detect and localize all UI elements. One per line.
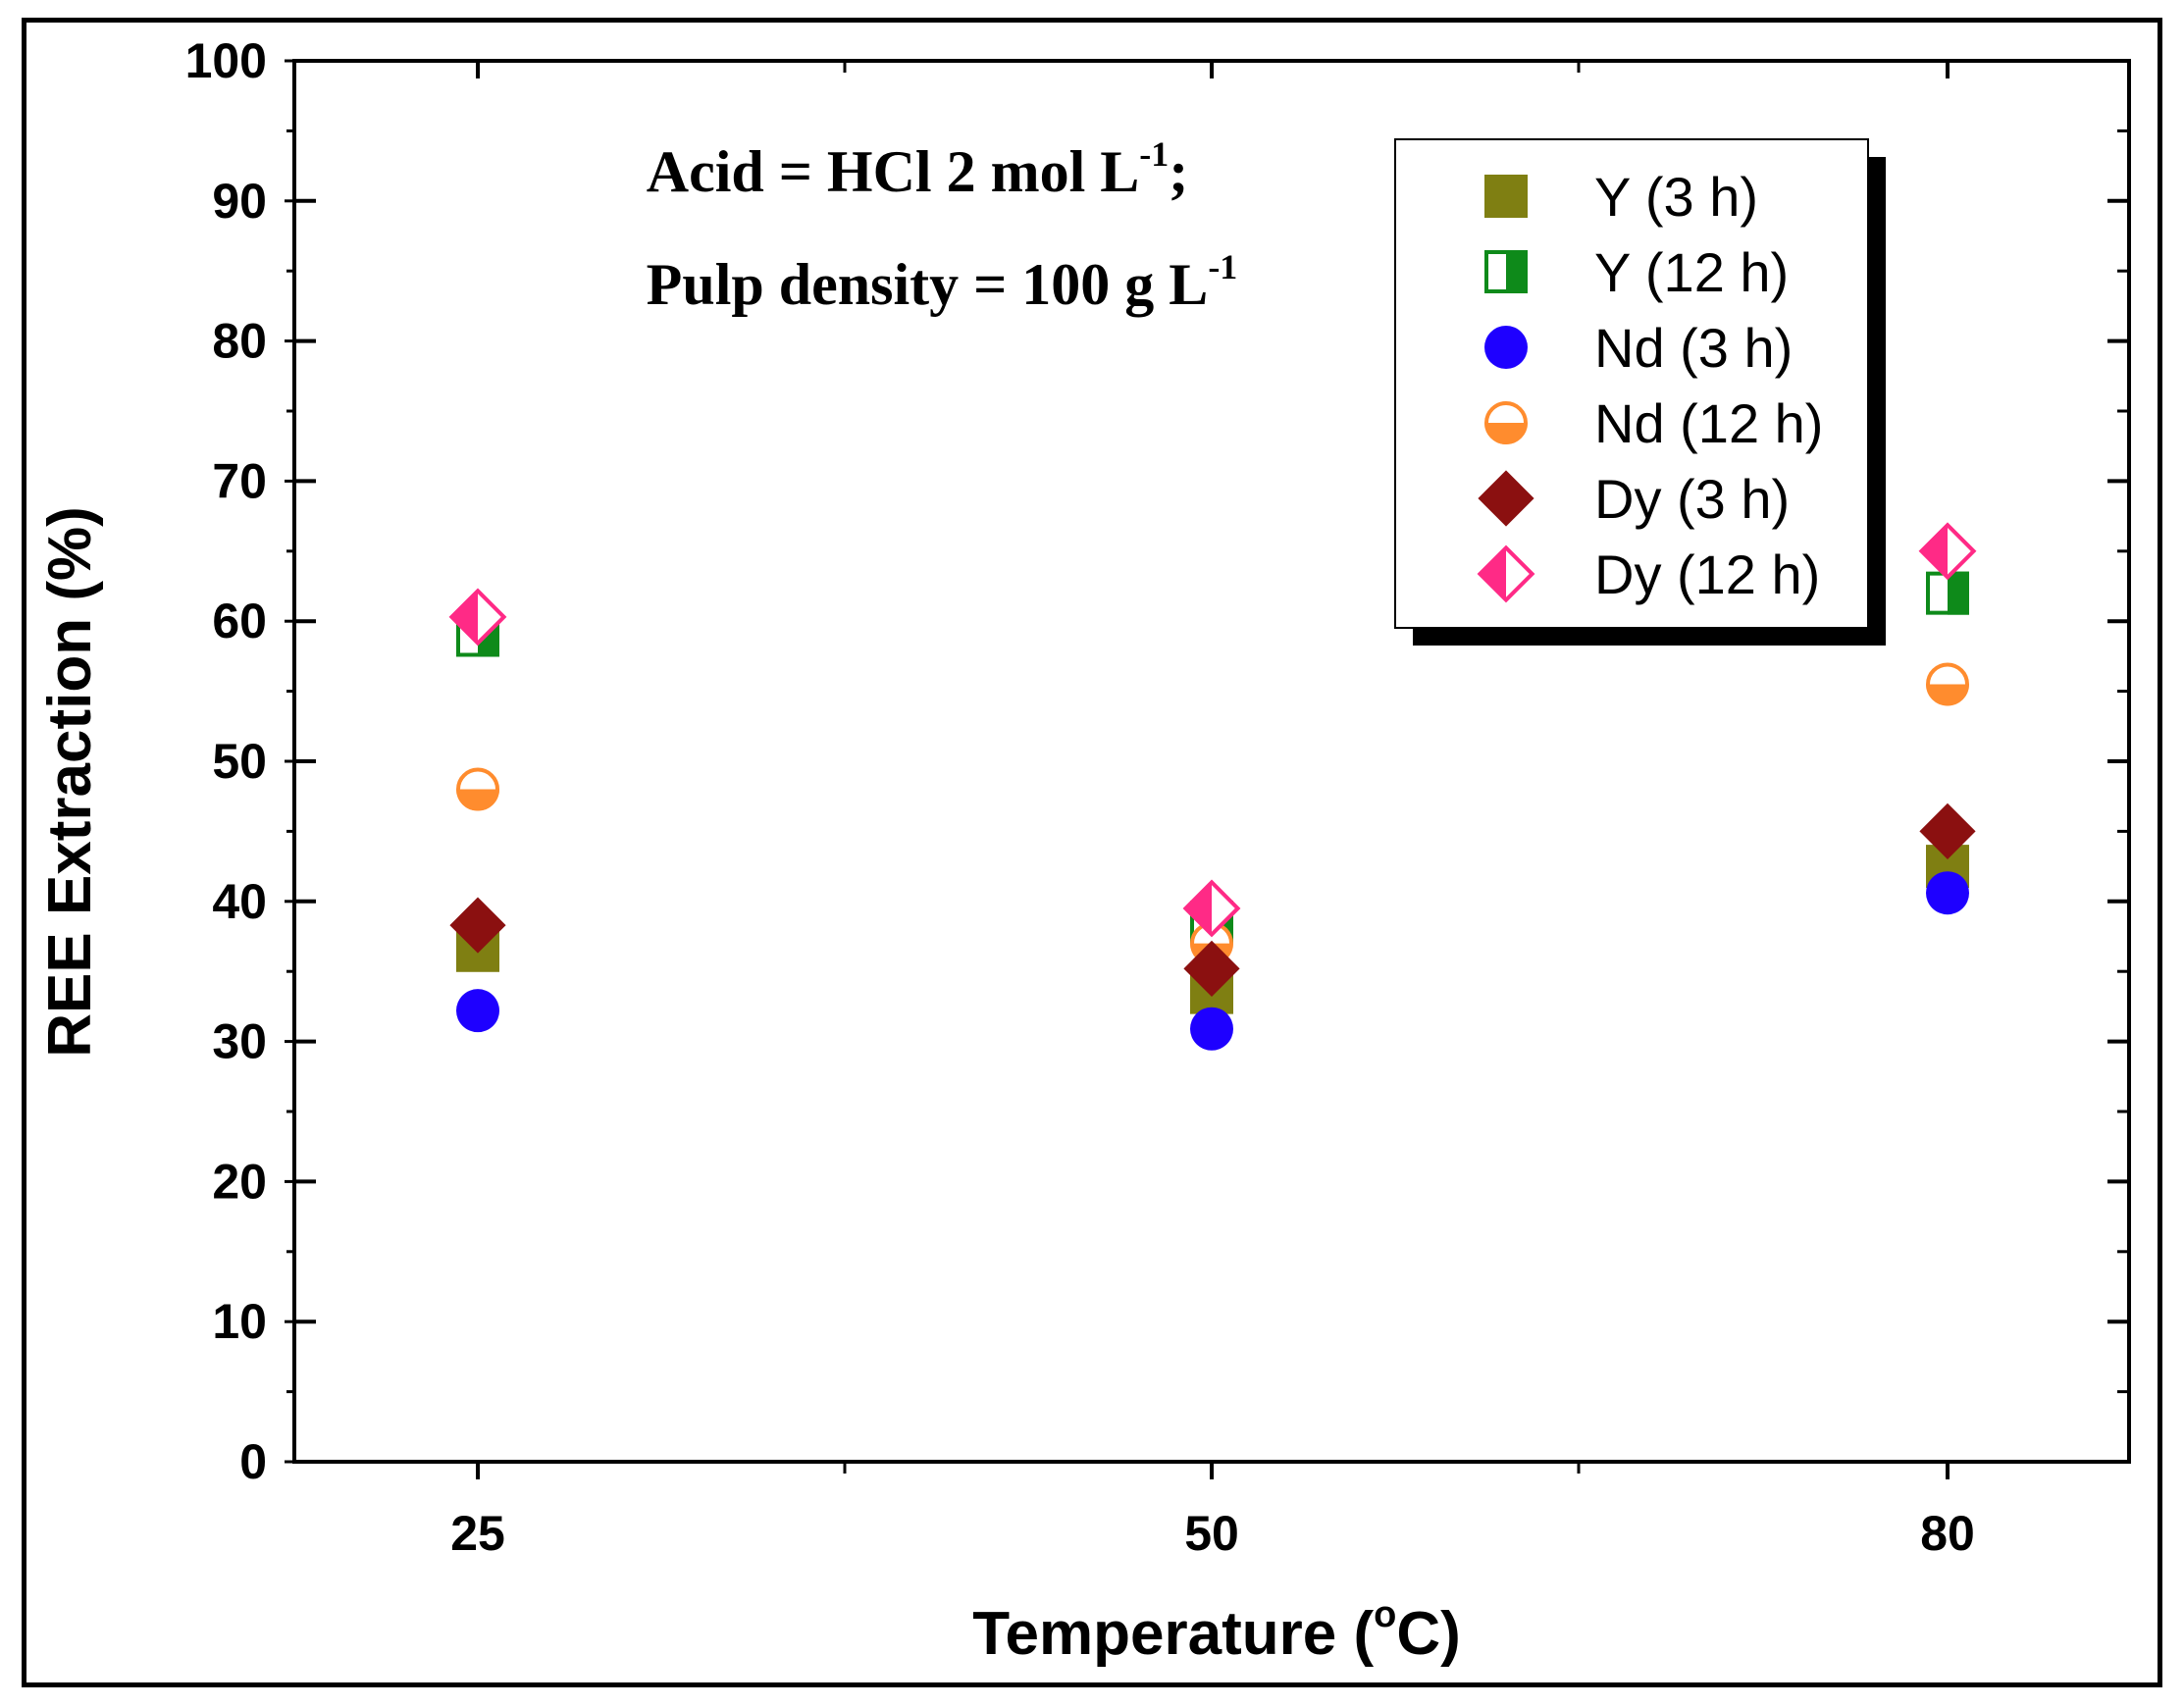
x-tick-label: 80 [1920,1506,1975,1561]
marker-shape [1484,175,1528,218]
legend-box [1394,138,1869,629]
y-tick-label: 100 [185,33,267,88]
legend-marker [1484,250,1528,293]
marker-shape [456,989,499,1033]
marker-fill [1478,545,1506,602]
y-tick-label: 0 [239,1434,267,1489]
legend-item: Nd (12 h) [1484,392,1823,454]
marker-fill [449,589,478,646]
marker-fill [1919,523,1948,580]
data-point [1926,571,1969,615]
marker-fill [1183,880,1212,937]
legend-label: Dy (3 h) [1594,468,1790,530]
marker-shape [1484,326,1528,369]
legend-marker [1484,401,1528,444]
legend-item: Y (12 h) [1484,241,1789,303]
y-tick-label: 10 [212,1294,267,1349]
legend-item: Dy (12 h) [1477,543,1820,605]
x-tick-label: 50 [1184,1506,1239,1561]
marker-fill [456,789,499,811]
series-dy-3-h [449,802,1976,997]
y-tick-label: 30 [212,1014,267,1069]
legend-marker [1477,544,1535,603]
data-point [456,989,499,1033]
marker-shape [1190,1007,1233,1051]
annotation-line-2: Pulp density = 100 g L-1 [647,247,1238,317]
legend-item: Nd (3 h) [1484,317,1793,379]
y-tick-label: 80 [212,314,267,369]
legend-item: Y (3 h) [1484,166,1758,228]
marker-fill [1926,684,1969,706]
data-point [448,588,507,647]
legend: Y (3 h) Y (12 h) Nd (3 h) Nd (12 h) Dy (3 h)… [1394,138,1886,646]
legend-label: Y (3 h) [1594,166,1758,228]
y-tick-label: 40 [212,874,267,929]
data-point [1926,662,1969,706]
annotation-line-1: Acid = HCl 2 mol L-1; [647,134,1189,204]
y-axis-title: REE Extraction (%) [36,506,104,1058]
marker-shape [1919,802,1976,859]
marker-fill [1948,571,1969,615]
y-tick-label: 20 [212,1154,267,1209]
data-point [1182,879,1241,938]
axes-layer: 0 10 20 30 40 50 60 70 80 90 100 25 50 80 [185,33,2131,1561]
data-point [456,767,499,811]
marks-layer [448,522,1977,1051]
legend-item: Dy (3 h) [1478,468,1790,530]
legend-label: Nd (12 h) [1594,392,1823,454]
legend-marker [1484,326,1528,369]
data-point [1918,522,1977,581]
legend-marker [1478,470,1534,527]
marker-shape [1183,940,1240,997]
series-dy-12-h [448,522,1977,938]
legend-label: Dy (12 h) [1594,543,1820,605]
data-point [1926,871,1969,915]
legend-items: Y (3 h) Y (12 h) Nd (3 h) Nd (12 h) Dy (3 h)… [1477,166,1823,605]
marker-shape [1926,871,1969,915]
y-tick-label: 60 [212,594,267,648]
data-point [1190,1007,1233,1051]
data-point [1919,802,1976,859]
y-tick-label: 50 [212,734,267,789]
data-point [449,897,506,954]
series-nd-3-h [456,871,1969,1051]
marker-fill [1506,250,1528,293]
y-tick-label: 90 [212,174,267,229]
y-tick-label: 70 [212,453,267,508]
marker-fill [1484,423,1528,444]
marker-shape [449,897,506,954]
marker-shape [1478,470,1534,527]
x-axis-title: Temperature (oC) [972,1594,1460,1668]
legend-marker [1484,175,1528,218]
legend-label: Nd (3 h) [1594,317,1793,379]
data-point [1183,940,1240,997]
legend-label: Y (12 h) [1594,241,1789,303]
x-tick-label: 25 [450,1506,505,1561]
